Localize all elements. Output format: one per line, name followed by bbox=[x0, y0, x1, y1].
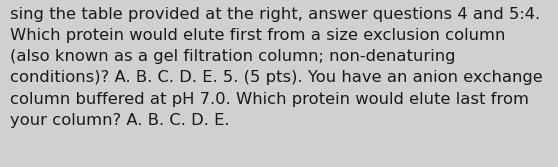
Text: sing the table provided at the right, answer questions 4 and 5:4.
Which protein : sing the table provided at the right, an… bbox=[10, 7, 543, 128]
